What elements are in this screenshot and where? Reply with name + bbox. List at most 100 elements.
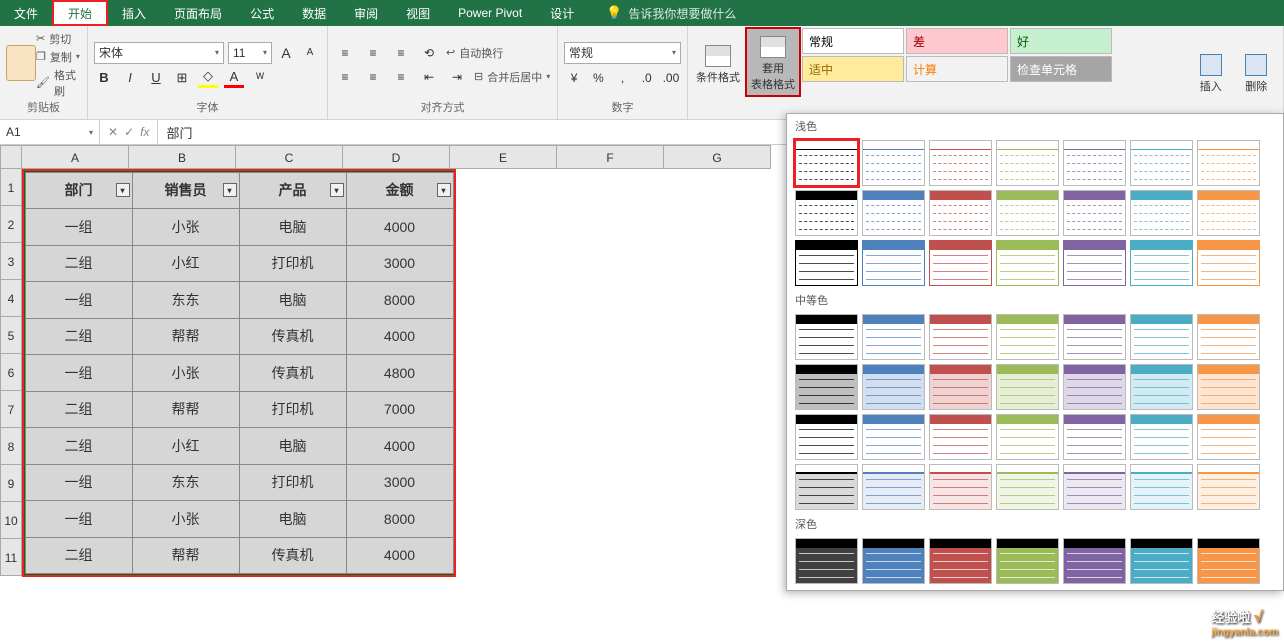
- table-cell[interactable]: 4000: [346, 318, 454, 356]
- table-style-thumbnail[interactable]: [1063, 414, 1126, 460]
- table-cell[interactable]: 打印机: [239, 391, 347, 429]
- column-header[interactable]: G: [663, 145, 771, 169]
- table-cell[interactable]: 一组: [25, 354, 133, 392]
- cell-style-item[interactable]: 差: [906, 28, 1008, 54]
- table-style-thumbnail[interactable]: [996, 314, 1059, 360]
- cut-button[interactable]: ✂剪切: [36, 31, 81, 47]
- table-style-thumbnail[interactable]: [1130, 240, 1193, 286]
- tab-formulas[interactable]: 公式: [236, 0, 288, 26]
- tab-data[interactable]: 数据: [288, 0, 340, 26]
- row-header[interactable]: 9: [0, 464, 22, 502]
- table-header-cell[interactable]: 金额▾: [346, 172, 454, 210]
- table-style-thumbnail[interactable]: [1130, 538, 1193, 584]
- column-header[interactable]: F: [556, 145, 664, 169]
- comma-button[interactable]: ,: [612, 68, 632, 88]
- table-cell[interactable]: 一组: [25, 464, 133, 502]
- table-cell[interactable]: 打印机: [239, 464, 347, 502]
- decrease-decimal-button[interactable]: .00: [661, 68, 681, 88]
- format-as-table-button[interactable]: 套用表格格式: [745, 27, 801, 97]
- table-style-thumbnail[interactable]: [996, 190, 1059, 236]
- table-style-thumbnail[interactable]: [996, 538, 1059, 584]
- table-style-thumbnail[interactable]: [1197, 364, 1260, 410]
- table-style-thumbnail[interactable]: [996, 240, 1059, 286]
- table-cell[interactable]: 4000: [346, 208, 454, 246]
- cell-style-item[interactable]: 计算: [906, 56, 1008, 82]
- table-style-thumbnail[interactable]: [1063, 464, 1126, 510]
- table-header-cell[interactable]: 部门▾: [25, 172, 133, 210]
- tab-insert[interactable]: 插入: [108, 0, 160, 26]
- fx-icon[interactable]: fx: [140, 125, 149, 139]
- indent-dec-button[interactable]: ⇤: [418, 67, 440, 87]
- select-all-corner[interactable]: [0, 145, 22, 169]
- table-style-thumbnail[interactable]: [795, 464, 858, 510]
- font-size-select[interactable]: 11▾: [228, 42, 272, 64]
- row-header[interactable]: 8: [0, 427, 22, 465]
- table-style-thumbnail[interactable]: [795, 190, 858, 236]
- filter-dropdown-icon[interactable]: ▾: [223, 183, 237, 197]
- table-style-thumbnail[interactable]: [1197, 190, 1260, 236]
- table-style-thumbnail[interactable]: [795, 414, 858, 460]
- conditional-format-button[interactable]: 条件格式: [690, 28, 746, 98]
- table-cell[interactable]: 小红: [132, 427, 240, 465]
- row-header[interactable]: 6: [0, 353, 22, 391]
- align-top-button[interactable]: ≡: [334, 43, 356, 63]
- table-cell[interactable]: 小红: [132, 245, 240, 283]
- italic-button[interactable]: I: [120, 68, 140, 88]
- font-name-select[interactable]: 宋体▾: [94, 42, 224, 64]
- table-cell[interactable]: 4000: [346, 427, 454, 465]
- table-cell[interactable]: 二组: [25, 391, 133, 429]
- table-cell[interactable]: 一组: [25, 500, 133, 538]
- table-style-thumbnail[interactable]: [1130, 140, 1193, 186]
- table-cell[interactable]: 打印机: [239, 245, 347, 283]
- tab-file[interactable]: 文件: [0, 0, 52, 26]
- merge-center-button[interactable]: ⊟合并后居中▾: [474, 69, 550, 85]
- table-style-thumbnail[interactable]: [1197, 464, 1260, 510]
- tab-powerpivot[interactable]: Power Pivot: [444, 0, 536, 26]
- table-style-thumbnail[interactable]: [996, 364, 1059, 410]
- filter-dropdown-icon[interactable]: ▾: [116, 183, 130, 197]
- table-style-thumbnail[interactable]: [1197, 140, 1260, 186]
- table-style-thumbnail[interactable]: [1063, 314, 1126, 360]
- table-cell[interactable]: 电脑: [239, 427, 347, 465]
- cell-style-item[interactable]: 常规: [802, 28, 904, 54]
- table-style-thumbnail[interactable]: [862, 414, 925, 460]
- table-style-thumbnail[interactable]: [929, 464, 992, 510]
- table-style-thumbnail[interactable]: [1197, 314, 1260, 360]
- align-bottom-button[interactable]: ≡: [390, 43, 412, 63]
- align-right-button[interactable]: ≡: [390, 67, 412, 87]
- table-style-thumbnail[interactable]: [996, 464, 1059, 510]
- filter-dropdown-icon[interactable]: ▾: [437, 183, 451, 197]
- format-painter-button[interactable]: 🖌格式刷: [36, 67, 81, 99]
- cell-style-item[interactable]: 适中: [802, 56, 904, 82]
- tab-view[interactable]: 视图: [392, 0, 444, 26]
- table-cell[interactable]: 传真机: [239, 354, 347, 392]
- row-header[interactable]: 4: [0, 279, 22, 317]
- column-header[interactable]: D: [342, 145, 450, 169]
- insert-cells-button[interactable]: 插入: [1190, 54, 1232, 94]
- table-cell[interactable]: 小张: [132, 500, 240, 538]
- column-header[interactable]: B: [128, 145, 236, 169]
- table-cell[interactable]: 8000: [346, 500, 454, 538]
- table-style-thumbnail[interactable]: [862, 464, 925, 510]
- underline-button[interactable]: U: [146, 68, 166, 88]
- row-header[interactable]: 5: [0, 316, 22, 354]
- cell-style-item[interactable]: 检查单元格: [1010, 56, 1112, 82]
- table-cell[interactable]: 二组: [25, 427, 133, 465]
- table-cell[interactable]: 二组: [25, 537, 133, 575]
- currency-button[interactable]: ¥: [564, 68, 584, 88]
- table-style-thumbnail[interactable]: [1130, 414, 1193, 460]
- tell-me-search[interactable]: 💡 告诉我你想要做什么: [606, 0, 736, 26]
- table-cell[interactable]: 4800: [346, 354, 454, 392]
- row-header[interactable]: 1: [0, 168, 22, 206]
- table-cell[interactable]: 一组: [25, 281, 133, 319]
- increase-decimal-button[interactable]: .0: [637, 68, 657, 88]
- table-style-thumbnail[interactable]: [1130, 364, 1193, 410]
- table-style-thumbnail[interactable]: [862, 314, 925, 360]
- table-style-thumbnail[interactable]: [1197, 414, 1260, 460]
- copy-button[interactable]: ❐复制▾: [36, 49, 81, 65]
- table-style-thumbnail[interactable]: [795, 240, 858, 286]
- table-cell[interactable]: 帮帮: [132, 318, 240, 356]
- table-style-thumbnail[interactable]: [996, 140, 1059, 186]
- table-cell[interactable]: 4000: [346, 537, 454, 575]
- row-header[interactable]: 2: [0, 205, 22, 243]
